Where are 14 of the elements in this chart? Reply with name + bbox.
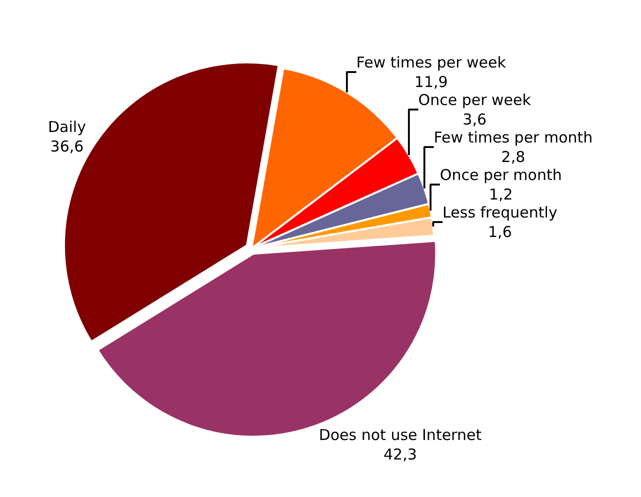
slice-label: Few times per week <box>356 53 506 72</box>
slice-label: Less frequently <box>442 203 558 222</box>
data-label: 2,8 <box>501 148 526 166</box>
data-label: 1,2 <box>488 185 513 204</box>
slice-label: Once per week <box>418 90 532 109</box>
data-label: 3,6 <box>462 110 487 128</box>
slice-label: Few times per month <box>434 128 593 146</box>
slice-label: Does not use Internet <box>318 426 482 444</box>
slice-label: Daily <box>48 118 86 136</box>
data-label: 11,9 <box>414 72 448 91</box>
data-label: 36,6 <box>50 138 84 156</box>
slice-label: Once per month <box>440 166 562 184</box>
data-label: 42,3 <box>383 446 417 464</box>
data-label: 1,6 <box>488 222 512 241</box>
